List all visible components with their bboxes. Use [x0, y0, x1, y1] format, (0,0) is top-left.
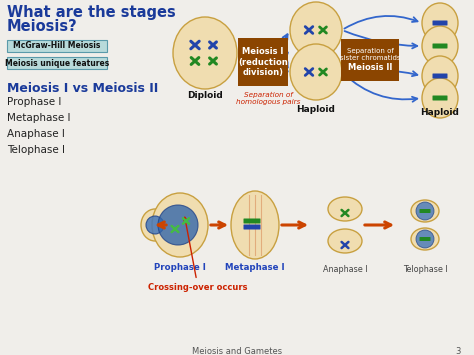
Text: Haploid: Haploid — [420, 108, 459, 117]
FancyBboxPatch shape — [432, 44, 447, 49]
Text: Telophase I: Telophase I — [7, 145, 65, 155]
Ellipse shape — [231, 191, 279, 259]
FancyBboxPatch shape — [238, 38, 288, 86]
Text: Crossing-over occurs: Crossing-over occurs — [148, 217, 248, 292]
FancyBboxPatch shape — [341, 39, 399, 81]
Text: Anaphase I: Anaphase I — [323, 265, 367, 274]
Circle shape — [146, 216, 164, 234]
Text: Separation of
sister chromatids: Separation of sister chromatids — [340, 49, 400, 61]
FancyBboxPatch shape — [7, 57, 107, 69]
Text: Meiosis II: Meiosis II — [348, 62, 392, 71]
Text: Meiosis and Gametes: Meiosis and Gametes — [192, 347, 282, 355]
Ellipse shape — [152, 193, 208, 257]
FancyBboxPatch shape — [432, 21, 447, 26]
Text: 3: 3 — [456, 347, 461, 355]
Text: Telophase I: Telophase I — [403, 265, 447, 274]
Ellipse shape — [328, 229, 362, 253]
FancyBboxPatch shape — [7, 40, 107, 52]
Text: Prophase I: Prophase I — [7, 97, 61, 107]
Ellipse shape — [411, 200, 439, 222]
Circle shape — [416, 230, 434, 248]
Ellipse shape — [422, 3, 458, 43]
Text: McGraw-Hill Meiosis: McGraw-Hill Meiosis — [13, 42, 100, 50]
Text: Haploid: Haploid — [297, 105, 336, 114]
Text: Meiosis I vs Meiosis II: Meiosis I vs Meiosis II — [7, 82, 158, 95]
Text: Metaphase I: Metaphase I — [225, 263, 285, 272]
Text: What are the stages: What are the stages — [7, 5, 176, 20]
FancyBboxPatch shape — [432, 95, 447, 100]
Ellipse shape — [290, 2, 342, 58]
Text: Meiosis?: Meiosis? — [7, 19, 78, 34]
Text: Prophase I: Prophase I — [154, 263, 206, 272]
Ellipse shape — [141, 209, 169, 241]
Ellipse shape — [422, 56, 458, 96]
Text: Separation of
homologous pairs: Separation of homologous pairs — [236, 92, 300, 105]
FancyBboxPatch shape — [419, 209, 430, 213]
Ellipse shape — [173, 17, 237, 89]
Ellipse shape — [411, 228, 439, 250]
Circle shape — [158, 205, 198, 245]
Ellipse shape — [422, 26, 458, 66]
Text: Diploid: Diploid — [187, 91, 223, 100]
Ellipse shape — [328, 197, 362, 221]
FancyBboxPatch shape — [419, 237, 430, 241]
Circle shape — [416, 202, 434, 220]
FancyBboxPatch shape — [244, 218, 261, 224]
Ellipse shape — [422, 78, 458, 118]
Text: Meiosis unique features: Meiosis unique features — [5, 59, 109, 67]
Text: Metaphase I: Metaphase I — [7, 113, 71, 123]
FancyBboxPatch shape — [244, 224, 261, 229]
Text: Meiosis I
(reduction
division): Meiosis I (reduction division) — [238, 47, 288, 77]
Text: Anaphase I: Anaphase I — [7, 129, 65, 139]
FancyBboxPatch shape — [432, 73, 447, 78]
Ellipse shape — [290, 44, 342, 100]
